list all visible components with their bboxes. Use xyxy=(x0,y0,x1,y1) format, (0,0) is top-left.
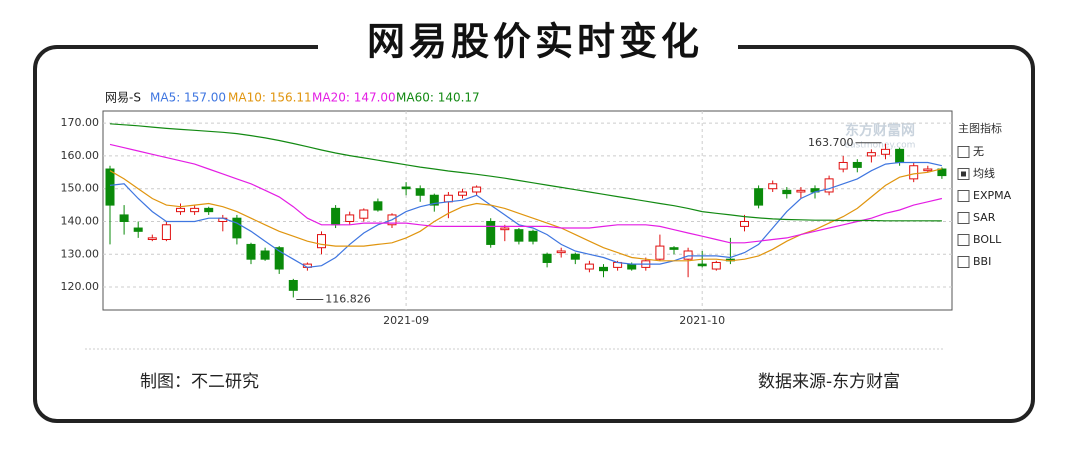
candle-body xyxy=(683,250,693,260)
panel-option[interactable]: SAR xyxy=(973,211,996,224)
candle-body xyxy=(711,261,721,270)
page-title: 网易股价实时变化 xyxy=(367,20,703,64)
candle-body xyxy=(796,189,806,193)
candle-body xyxy=(133,227,143,232)
panel-title: 主图指标 xyxy=(958,121,1002,135)
candle-body xyxy=(204,207,214,213)
candle-body xyxy=(429,194,439,206)
candle-body xyxy=(528,230,538,242)
candle-body xyxy=(655,245,665,260)
checkbox[interactable] xyxy=(957,212,970,224)
candle-body xyxy=(570,253,580,260)
candle-body xyxy=(866,152,876,157)
candle-body xyxy=(754,188,764,206)
panel-option[interactable]: BBI xyxy=(973,255,991,268)
candle-body xyxy=(232,217,242,239)
watermark: 东方财富网 xyxy=(845,122,915,139)
x-tick-label: 2021-09 xyxy=(383,314,429,327)
candle-body xyxy=(824,178,834,193)
y-tick-label: 170.00 xyxy=(61,116,100,129)
watermark: eastmoney.com xyxy=(845,141,916,151)
candle-body xyxy=(345,214,355,222)
candle-body xyxy=(542,253,552,263)
stock-name: 网易-S xyxy=(105,91,141,105)
candle-body xyxy=(838,161,848,170)
candle-body xyxy=(331,207,341,226)
candle-body xyxy=(923,168,933,172)
candle-body xyxy=(190,207,200,213)
candle-body xyxy=(599,266,608,272)
candle-body xyxy=(105,168,115,206)
candle-body xyxy=(909,165,919,180)
candle-body xyxy=(556,250,566,254)
candle-body xyxy=(161,224,171,241)
plot-area xyxy=(102,110,953,311)
panel-option[interactable]: EXPMA xyxy=(973,189,1012,202)
title-backdrop xyxy=(318,20,738,72)
annotation: 163.700 xyxy=(808,136,854,149)
candle-body xyxy=(584,263,594,270)
candle-body xyxy=(627,263,637,270)
candle-body xyxy=(260,250,270,260)
y-tick-label: 140.00 xyxy=(61,214,100,227)
candle-body xyxy=(317,234,326,249)
candle-body xyxy=(486,220,496,245)
checkbox[interactable] xyxy=(957,146,970,158)
y-tick-label: 120.00 xyxy=(61,280,100,293)
candle-body xyxy=(881,148,890,155)
x-tick-label: 2021-10 xyxy=(679,314,725,327)
candle-body xyxy=(359,209,369,219)
legend-entry: MA10: 156.11 xyxy=(228,91,312,105)
panel-option[interactable]: 均线 xyxy=(973,166,995,180)
candle-body xyxy=(176,207,185,213)
candle-body xyxy=(119,214,129,222)
checkbox-mark xyxy=(961,171,966,177)
y-tick-label: 160.00 xyxy=(61,149,100,162)
candle-body xyxy=(782,189,792,195)
legend-entry: MA20: 147.00 xyxy=(312,91,396,105)
legend-entry: MA60: 140.17 xyxy=(396,91,480,105)
y-tick-label: 150.00 xyxy=(61,182,100,195)
candle-body xyxy=(697,263,707,267)
checkbox[interactable] xyxy=(957,234,970,246)
candle-body xyxy=(895,148,905,163)
candle-body xyxy=(443,194,453,203)
candle-body xyxy=(147,237,157,241)
candle-body xyxy=(401,186,411,190)
candle-body xyxy=(852,161,862,168)
annotation: 116.826 xyxy=(325,292,371,305)
panel-option[interactable]: BOLL xyxy=(973,233,1002,246)
candle-body xyxy=(373,201,383,211)
y-tick-label: 130.00 xyxy=(61,247,100,260)
candle-body xyxy=(288,279,298,291)
candle-body xyxy=(500,227,510,231)
candle-body xyxy=(768,183,778,190)
candle-body xyxy=(458,191,467,196)
candle-body xyxy=(740,220,749,227)
candle-body xyxy=(246,243,256,260)
candle-body xyxy=(472,186,482,193)
candle-body xyxy=(514,229,524,242)
footer-left: 制图：不二研究 xyxy=(140,372,259,392)
candle-body xyxy=(274,247,284,270)
ma-line xyxy=(109,123,942,222)
checkbox[interactable] xyxy=(957,190,970,202)
candle-body xyxy=(669,247,679,250)
checkbox[interactable] xyxy=(957,256,970,268)
footer-right: 数据来源-东方财富 xyxy=(758,372,900,392)
legend-entry: MA5: 157.00 xyxy=(150,91,226,105)
ma-line xyxy=(109,143,943,244)
panel-option[interactable]: 无 xyxy=(973,145,984,158)
candle-body xyxy=(415,188,425,196)
